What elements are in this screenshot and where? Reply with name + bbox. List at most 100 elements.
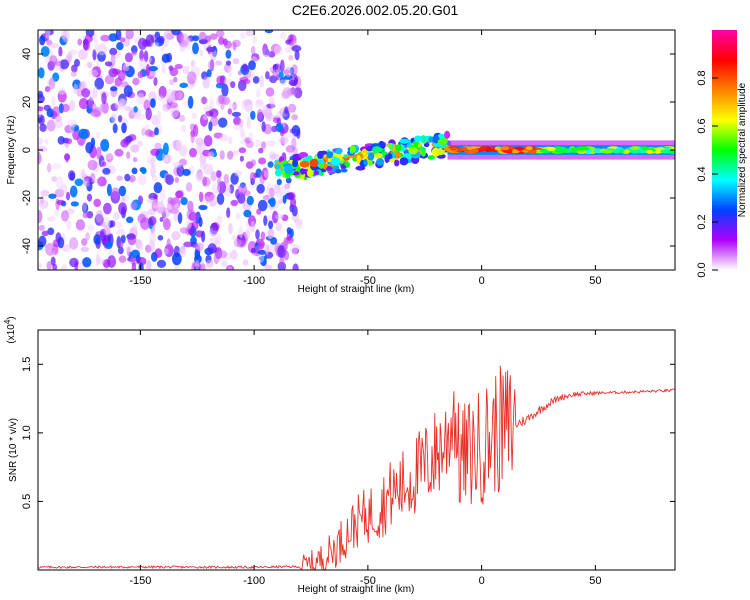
- heatmap-cell: [69, 185, 78, 198]
- heatmap-cell: [145, 107, 152, 121]
- heatmap-cell: [116, 175, 123, 181]
- heatmap-cell: [66, 138, 73, 145]
- heatmap-cell: [163, 30, 174, 38]
- page-title: C2E6.2026.002.05.20.G01: [291, 2, 459, 18]
- heatmap-cell: [70, 201, 79, 207]
- heatmap-cell: [274, 164, 281, 169]
- heatmap-cell: [161, 65, 166, 74]
- heatmap-cell: [130, 201, 138, 211]
- heatmap-cell: [261, 121, 266, 133]
- heatmap-cell: [110, 113, 117, 124]
- heatmap-cell: [240, 31, 246, 39]
- heatmap-cell: [276, 178, 282, 186]
- heatmap-cell: [219, 134, 228, 142]
- heatmap-cell: [90, 109, 101, 118]
- heatmap-cell: [110, 103, 119, 112]
- heatmap-cell: [169, 67, 179, 77]
- heatmap-cell: [230, 172, 239, 185]
- heatmap-cell: [218, 250, 228, 259]
- heatmap-cell: [259, 75, 265, 88]
- heatmap-cell: [192, 35, 200, 42]
- heatmap-cell: [44, 138, 49, 145]
- heatmap-cell: [230, 81, 236, 89]
- heatmap-cell: [78, 49, 88, 60]
- heatmap-cell: [368, 152, 375, 161]
- heatmap-cell: [57, 87, 67, 95]
- heatmap-cell: [132, 77, 140, 86]
- heatmap-cell: [269, 75, 278, 84]
- heatmap-cell: [118, 98, 126, 111]
- heatmap-cell: [170, 104, 180, 118]
- heatmap-cell: [159, 189, 166, 203]
- heatmap-cell: [195, 230, 204, 238]
- heatmap-cell: [232, 124, 242, 130]
- heatmap-cell: [126, 246, 131, 257]
- heatmap-cell: [399, 138, 410, 144]
- heatmap-cell: [81, 168, 86, 179]
- heatmap-cell: [287, 132, 295, 138]
- heatmap-cell: [263, 215, 268, 227]
- heatmap-cell: [124, 173, 131, 182]
- heatmap-cell: [232, 58, 240, 65]
- heatmap-cell: [93, 38, 99, 52]
- heatmap-cell: [255, 100, 264, 108]
- heatmap-cell: [137, 90, 146, 98]
- heatmap-cell: [118, 202, 128, 215]
- heatmap-cell: [211, 183, 221, 194]
- heatmap-cell: [266, 140, 276, 147]
- heatmap-cell: [187, 95, 194, 109]
- heatmap-cell: [178, 114, 186, 122]
- heatmap-cell: [104, 74, 115, 85]
- heatmap-cell: [223, 173, 229, 185]
- heatmap-cell: [85, 232, 90, 241]
- heatmap-cell: [38, 142, 42, 148]
- heatmap-cell: [38, 106, 44, 112]
- heatmap-cell: [171, 231, 181, 241]
- heatmap-cell: [208, 121, 213, 132]
- heatmap-cell: [221, 260, 228, 268]
- heatmap-cell: [103, 202, 112, 215]
- colorbar-label: Normalized spectral amplitude: [737, 82, 748, 217]
- heatmap-cell: [64, 153, 70, 163]
- heatmap-cell: [38, 137, 44, 145]
- heatmap-cell: [161, 53, 170, 64]
- heatmap-cell: [177, 212, 183, 224]
- heatmap-cell: [92, 86, 98, 99]
- heatmap-cell: [227, 266, 233, 270]
- heatmap-cell: [294, 218, 303, 226]
- heatmap-cell: [49, 55, 58, 66]
- heatmap-cell: [49, 43, 59, 49]
- heatmap-cell: [264, 30, 274, 34]
- heatmap-cell: [368, 159, 373, 167]
- heatmap-cell: [268, 97, 274, 105]
- heatmap-cell: [262, 48, 271, 57]
- line-chart-y-axis-label: SNR (10 * v/v): [8, 418, 19, 482]
- heatmap-cell: [132, 157, 138, 163]
- heatmap-cell: [285, 177, 292, 184]
- heatmap-cell: [47, 216, 56, 222]
- heatmap-cell: [203, 135, 213, 147]
- heatmap-cell: [264, 244, 270, 255]
- heatmap-cell: [124, 52, 133, 63]
- heatmap-cell: [46, 108, 55, 118]
- heatmap-cell: [275, 201, 280, 209]
- heatmap-cell: [255, 229, 260, 240]
- colorbar-tick-label: 0.4: [696, 166, 708, 181]
- heatmap-cell: [38, 151, 42, 164]
- heatmap-cell: [82, 38, 89, 51]
- heatmap-cell: [153, 182, 163, 194]
- heatmap-cell: [174, 177, 180, 183]
- heatmap-cell: [200, 263, 206, 270]
- heatmap-cell: [68, 49, 78, 56]
- heatmap-cell: [133, 106, 138, 113]
- heatmap-cell: [213, 253, 220, 265]
- x-tick-label: -100: [243, 275, 265, 287]
- heatmap-cell: [384, 154, 390, 164]
- heatmap-cell: [159, 217, 164, 222]
- heatmap-cell: [224, 63, 232, 73]
- heatmap-cell: [102, 167, 111, 175]
- heatmap-cell: [270, 97, 275, 109]
- heatmap-cell: [120, 196, 126, 204]
- heatmap-cell: [39, 35, 46, 46]
- heatmap-cell: [198, 191, 204, 203]
